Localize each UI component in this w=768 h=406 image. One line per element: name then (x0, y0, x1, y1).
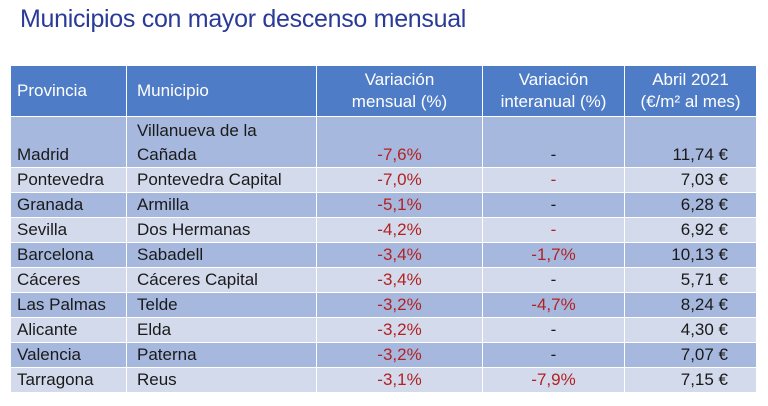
cell-provincia: Tarragona (10, 367, 127, 393)
data-table: Provincia Municipio Variación mensual (%… (10, 65, 757, 393)
cell-provincia: Alicante (10, 317, 127, 343)
cell-provincia: Sevilla (10, 217, 127, 243)
header-variacion-interanual-line1: Variación (518, 70, 589, 89)
cell-variacion-mensual: -3,4% (316, 267, 483, 293)
header-variacion-mensual-line2: mensual (%) (351, 92, 448, 111)
header-variacion-mensual-line1: Variación (364, 70, 435, 89)
cell-provincia: Las Palmas (10, 292, 127, 318)
cell-municipio: Reus (126, 367, 317, 393)
header-precio-line2: (€/m² al mes) (640, 92, 741, 111)
header-variacion-mensual: Variación mensual (%) (316, 65, 483, 117)
table-row: Las Palmas Telde -3,2% -4,7% 8,24 € (10, 292, 757, 318)
header-precio-line1: Abril 2021 (652, 70, 729, 89)
header-precio: Abril 2021 (€/m² al mes) (624, 65, 757, 117)
header-provincia: Provincia (10, 65, 127, 117)
cell-variacion-mensual: -7,6% (316, 116, 483, 168)
cell-municipio: Villanueva de la Cañada (126, 116, 317, 168)
table-row: Granada Armilla -5,1% - 6,28 € (10, 192, 757, 218)
cell-municipio: Cáceres Capital (126, 267, 317, 293)
cell-municipio: Sabadell (126, 242, 317, 268)
table-row: Barcelona Sabadell -3,4% -1,7% 10,13 € (10, 242, 757, 268)
page-title: Municipios con mayor descenso mensual (20, 5, 467, 33)
cell-variacion-mensual: -3,2% (316, 342, 483, 368)
cell-variacion-mensual: -3,1% (316, 367, 483, 393)
cell-variacion-mensual: -3,4% (316, 242, 483, 268)
cell-precio: 7,07 € (624, 342, 757, 368)
cell-variacion-interanual: - (482, 342, 625, 368)
cell-variacion-interanual: - (482, 267, 625, 293)
table-row: Valencia Paterna -3,2% - 7,07 € (10, 342, 757, 368)
cell-municipio: Pontevedra Capital (126, 167, 317, 193)
cell-provincia: Granada (10, 192, 127, 218)
cell-variacion-interanual: - (482, 192, 625, 218)
cell-variacion-interanual: - (482, 317, 625, 343)
cell-variacion-mensual: -7,0% (316, 167, 483, 193)
cell-variacion-interanual: - (482, 116, 625, 168)
cell-provincia: Cáceres (10, 267, 127, 293)
cell-variacion-interanual: -1,7% (482, 242, 625, 268)
table-row: Sevilla Dos Hermanas -4,2% - 6,92 € (10, 217, 757, 243)
cell-provincia: Madrid (10, 116, 127, 168)
cell-municipio: Elda (126, 317, 317, 343)
cell-precio: 6,92 € (624, 217, 757, 243)
cell-variacion-mensual: -3,2% (316, 317, 483, 343)
cell-variacion-mensual: -5,1% (316, 192, 483, 218)
cell-provincia: Valencia (10, 342, 127, 368)
header-variacion-interanual-line2: interanual (%) (500, 92, 607, 111)
cell-precio: 11,74 € (624, 116, 757, 168)
cell-precio: 10,13 € (624, 242, 757, 268)
table-row: Cáceres Cáceres Capital -3,4% - 5,71 € (10, 267, 757, 293)
cell-precio: 7,03 € (624, 167, 757, 193)
cell-precio: 4,30 € (624, 317, 757, 343)
cell-precio: 5,71 € (624, 267, 757, 293)
cell-precio: 7,15 € (624, 367, 757, 393)
table-row: Tarragona Reus -3,1% -7,9% 7,15 € (10, 367, 757, 393)
cell-precio: 8,24 € (624, 292, 757, 318)
cell-variacion-interanual: - (482, 167, 625, 193)
cell-variacion-mensual: -4,2% (316, 217, 483, 243)
cell-variacion-interanual: - (482, 217, 625, 243)
table-row: Pontevedra Pontevedra Capital -7,0% - 7,… (10, 167, 757, 193)
cell-municipio: Armilla (126, 192, 317, 218)
cell-municipio: Telde (126, 292, 317, 318)
cell-provincia: Pontevedra (10, 167, 127, 193)
cell-precio: 6,28 € (624, 192, 757, 218)
cell-variacion-interanual: -7,9% (482, 367, 625, 393)
cell-variacion-mensual: -3,2% (316, 292, 483, 318)
table-row: Madrid Villanueva de la Cañada -7,6% - 1… (10, 116, 757, 168)
table-row: Alicante Elda -3,2% - 4,30 € (10, 317, 757, 343)
header-municipio: Municipio (126, 65, 317, 117)
cell-municipio: Dos Hermanas (126, 217, 317, 243)
header-variacion-interanual: Variación interanual (%) (482, 65, 625, 117)
table-header-row: Provincia Municipio Variación mensual (%… (10, 65, 757, 117)
cell-variacion-interanual: -4,7% (482, 292, 625, 318)
cell-municipio: Paterna (126, 342, 317, 368)
cell-provincia: Barcelona (10, 242, 127, 268)
